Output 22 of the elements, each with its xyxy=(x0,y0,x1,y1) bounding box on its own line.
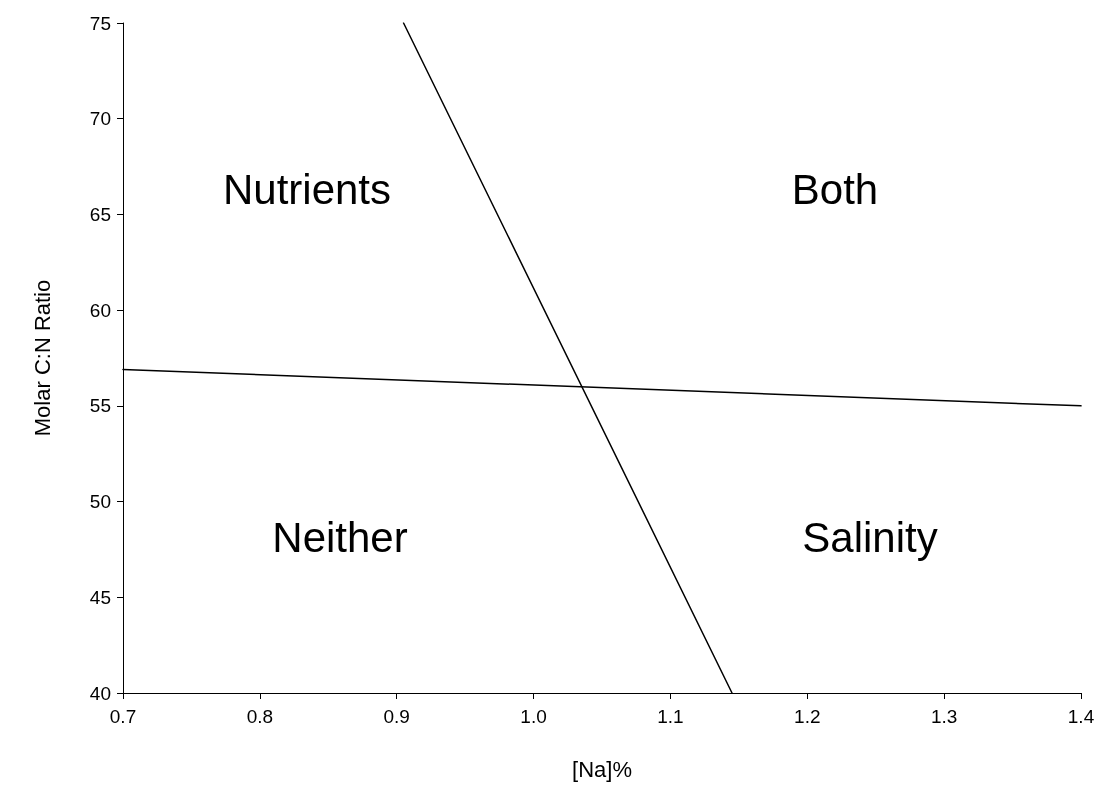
annotation: Nutrients xyxy=(222,165,392,213)
y-tick-label: 55 xyxy=(89,395,111,417)
x-tick-label: 1.2 xyxy=(794,706,821,727)
y-tick-label: 60 xyxy=(89,299,111,321)
x-tick-label: 0.9 xyxy=(383,706,410,727)
y-tick-label: 70 xyxy=(89,108,111,130)
annotation: Salinity xyxy=(802,513,938,561)
y-axis-title: Molar C:N Ratio xyxy=(29,279,55,437)
y-tick-label: 40 xyxy=(89,682,111,704)
y-tick-label: 45 xyxy=(89,586,111,608)
y-tick-label: 65 xyxy=(89,203,111,225)
x-tick-label: 1.4 xyxy=(1067,706,1095,727)
y-tick-label: 75 xyxy=(89,12,111,34)
x-axis-title: [Na]% xyxy=(572,756,632,782)
x-tick-label: 0.8 xyxy=(246,706,274,727)
x-tick-label: 1.3 xyxy=(930,706,958,727)
x-tick-label: 1.0 xyxy=(520,706,547,727)
y-tick-label: 50 xyxy=(89,491,111,513)
annotation: Neither xyxy=(272,513,408,561)
annotation: Both xyxy=(791,165,879,213)
x-tick-label: 1.1 xyxy=(657,706,684,727)
x-tick-label: 0.7 xyxy=(109,706,137,727)
